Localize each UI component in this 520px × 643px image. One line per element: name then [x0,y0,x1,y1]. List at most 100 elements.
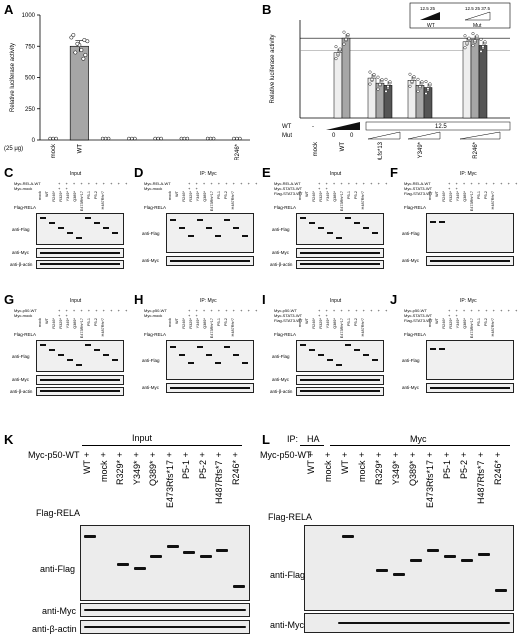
blot-plus-row: + + + + + + + + + + + + [58,181,130,191]
blot-lane-label: R329* [449,191,453,202]
b-data-point [386,85,390,89]
panel-i: Input Myc-p50-WT Myc-STAT3-WT Flag-STAT3-WT… [260,292,390,417]
blot-lane-label: P5-2 [354,318,358,327]
blot-myc-band [40,379,120,381]
panel-l-flag-band [393,573,405,576]
a-data-point [185,136,190,141]
panel-label-a: A [4,2,14,17]
b-data-point [418,85,422,89]
b-group-label: Y349Lfs*13 [378,141,384,160]
blot-band [40,344,46,346]
panel-l-plus: + [359,450,365,460]
blot-plus-row: + + + + + + + + + + + + [448,308,520,318]
panel-label-i: I [262,292,266,307]
b-data-point [463,34,467,38]
panel-label-k: K [4,432,14,447]
blot-row-label: Myc-RELA-WT [14,181,41,186]
blot-lane-label: R246* [52,318,56,329]
a-data-point [211,136,216,141]
panel-label-l: L [262,432,270,447]
blot-band [94,222,100,224]
blot-lane-label: E473Rfs*17 [210,318,214,339]
blot-lane-label: H487Rfs*7 [361,191,365,210]
blot-flag-membrane [296,213,384,245]
panel-l-plus: + [444,450,450,460]
blot-band [336,237,342,239]
blot-row-label: Myc-STAT3-WT [274,186,303,191]
a-data-point [106,136,111,141]
panel-label-d: D [134,165,144,180]
b-row-label-mut: Mut [282,133,292,139]
blot-actin-band [40,263,120,265]
blot-lane-label: P5-1 [87,318,91,327]
blot-lane-label: Y349* [326,318,330,329]
blot-band [233,354,239,356]
panel-l-myc-line [330,445,510,446]
b-data-point [465,41,469,45]
blot-anti-actin-label: anti-β-actin [10,262,33,267]
a-bar [69,45,89,141]
blot-lane-label: P5-2 [94,191,98,200]
panel-k-actin-band [84,626,246,628]
blot-lane-label: mock [298,318,302,328]
blot-actin-band [300,390,380,392]
blot-band [354,222,360,224]
blot-flag-membrane [166,213,254,253]
blot-anti-flag-label: anti-Flag [12,227,30,232]
blot-band [94,349,100,351]
blot-anti-myc-label: anti-Myc [272,377,290,382]
b-mut-wedge [407,131,441,140]
blot-lane-labels: mock WT R246* R329* Y349* Q389* E473Rfs*17 P5-1… [38,191,118,211]
blot-lane-label: H487Rfs*7 [231,191,235,210]
blot-lane-label: Y349* [66,191,70,202]
blot-band [327,359,333,361]
panel-l-flag-band [495,589,507,592]
blot-row-label: Myc-p50-WT [274,308,297,313]
panel-k-flag-band [166,545,179,548]
blot-flag-membrane [36,340,124,372]
panel-l-lane-label: P5-1 [442,460,452,480]
blot-anti-myc-label: anti-Myc [272,250,290,255]
b-wt-box [365,121,511,131]
panel-l-lane-label: mock [323,460,333,482]
a-data-point [81,56,86,61]
panel-l-flag-band [427,549,439,552]
b-data-point [481,45,485,49]
blot-lane-label: R329* [189,191,193,202]
panel-l-flag-band [342,535,354,538]
b-data-point [346,33,350,37]
b-bar [333,52,343,119]
blot-anti-actin-label: anti-β-actin [10,389,33,394]
b-data-point [428,82,432,86]
panel-k-lane-label: R329* [115,460,125,486]
a-y-tick-label: 500 [25,76,36,82]
panel-e: Input Myc-RELA-WT Myc-STAT3-WT Flag-STAT3-W… [260,165,390,290]
panel-l-lane-label: E473Rfs*17 [425,460,435,509]
blot-band [112,359,118,361]
blot-band [215,235,221,237]
b-mut-wedge [367,131,401,140]
panel-l-myc-top-label: Myc [410,434,427,444]
blot-flag-label: Flag-RELA [404,332,427,337]
b-data-point [479,49,483,53]
blot-myc-band [300,379,380,381]
a-data-point [73,50,78,55]
panel-k-lane-label: WT [82,460,92,474]
blot-row-label: Myc-mock [14,186,33,191]
blot-lane-label: E473Rfs*17 [470,191,474,212]
blot-lane-label: H487Rfs*7 [101,191,105,210]
panel-l-anti-myc-label: anti-Myc [270,620,305,630]
blot-band [49,222,55,224]
blot-plus-row: + + + + + + + + + + + + [318,308,390,318]
blot-band [309,349,315,351]
a-data-point [54,136,58,141]
blot-band [430,348,436,350]
b-mut-zero-1: 0 [332,133,336,139]
b-group-label: WT [340,142,346,152]
panel-k-anti-flag-label: anti-Flag [40,564,76,574]
panel-g: Input Myc-p50-WT Myc-mock + + + + + + + + +… [0,292,130,417]
blot-myc-band [430,260,510,262]
panel-l-ip-label: IP: [287,434,299,444]
blot-top-label: Input [70,171,82,177]
b-data-point [334,57,338,61]
